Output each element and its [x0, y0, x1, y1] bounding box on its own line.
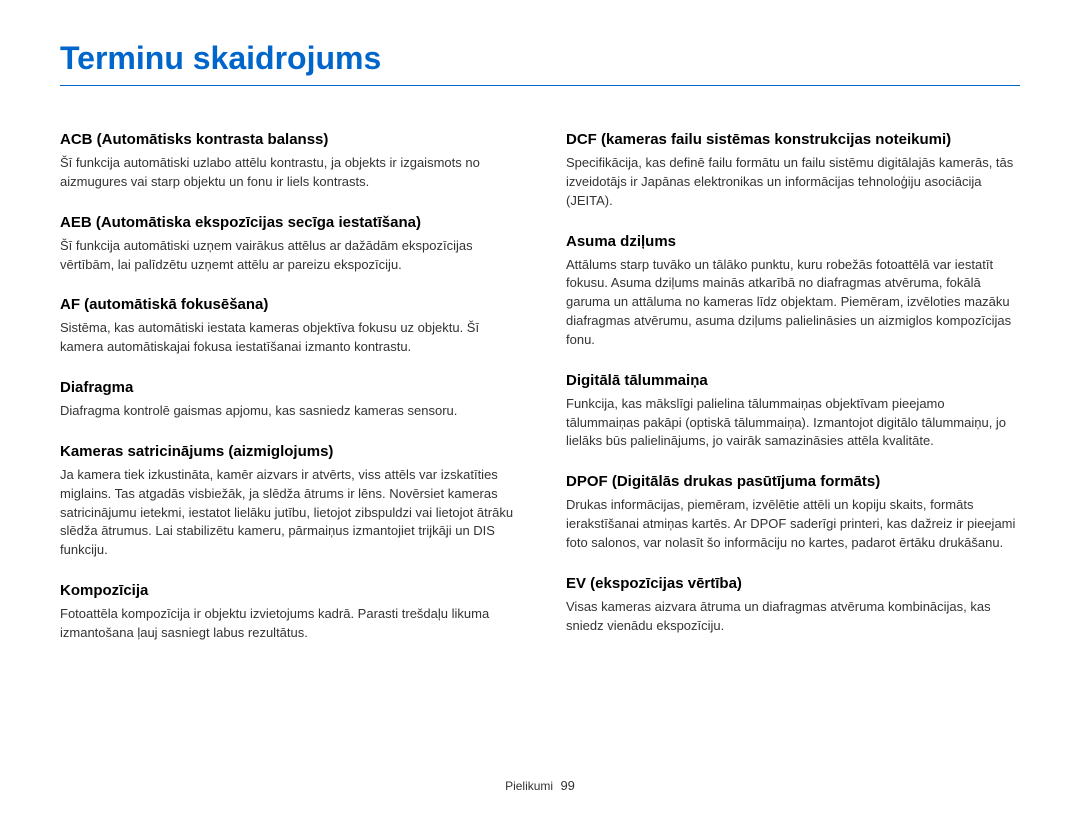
term-body: Visas kameras aizvara ātruma un diafragm…: [566, 598, 1020, 636]
term-heading: ACB (Automātisks kontrasta balanss): [60, 131, 514, 148]
left-column: ACB (Automātisks kontrasta balanss) Šī f…: [60, 131, 514, 665]
term-body: Drukas informācijas, piemēram, izvēlētie…: [566, 496, 1020, 553]
term-heading: Kameras satricinājums (aizmiglojums): [60, 443, 514, 460]
term-block: Kameras satricinājums (aizmiglojums) Ja …: [60, 443, 514, 560]
footer-page-number: 99: [560, 778, 574, 793]
term-block: ACB (Automātisks kontrasta balanss) Šī f…: [60, 131, 514, 192]
term-block: EV (ekspozīcijas vērtība) Visas kameras …: [566, 575, 1020, 636]
term-body: Fotoattēla kompozīcija ir objektu izviet…: [60, 605, 514, 643]
term-body: Diafragma kontrolē gaismas apjomu, kas s…: [60, 402, 514, 421]
term-heading: EV (ekspozīcijas vērtība): [566, 575, 1020, 592]
term-block: Asuma dziļums Attālums starp tuvāko un t…: [566, 233, 1020, 350]
term-body: Šī funkcija automātiski uzņem vairākus a…: [60, 237, 514, 275]
term-heading: Kompozīcija: [60, 582, 514, 599]
term-heading: DPOF (Digitālās drukas pasūtījuma formāt…: [566, 473, 1020, 490]
term-block: DCF (kameras failu sistēmas konstrukcija…: [566, 131, 1020, 211]
term-heading: Digitālā tālummaiņa: [566, 372, 1020, 389]
term-block: Digitālā tālummaiņa Funkcija, kas mākslī…: [566, 372, 1020, 452]
term-body: Ja kamera tiek izkustināta, kamēr aizvar…: [60, 466, 514, 560]
term-body: Funkcija, kas mākslīgi palielina tālumma…: [566, 395, 1020, 452]
term-heading: DCF (kameras failu sistēmas konstrukcija…: [566, 131, 1020, 148]
term-heading: Diafragma: [60, 379, 514, 396]
term-heading: AEB (Automātiska ekspozīcijas secīga ies…: [60, 214, 514, 231]
term-block: AEB (Automātiska ekspozīcijas secīga ies…: [60, 214, 514, 275]
right-column: DCF (kameras failu sistēmas konstrukcija…: [566, 131, 1020, 665]
term-block: AF (automātiskā fokusēšana) Sistēma, kas…: [60, 296, 514, 357]
term-body: Specifikācija, kas definē failu formātu …: [566, 154, 1020, 211]
page-title: Terminu skaidrojums: [60, 40, 1020, 77]
term-heading: Asuma dziļums: [566, 233, 1020, 250]
term-body: Attālums starp tuvāko un tālāko punktu, …: [566, 256, 1020, 350]
footer-section: Pielikumi: [505, 779, 553, 793]
term-body: Šī funkcija automātiski uzlabo attēlu ko…: [60, 154, 514, 192]
title-underline: [60, 85, 1020, 86]
term-block: DPOF (Digitālās drukas pasūtījuma formāt…: [566, 473, 1020, 553]
term-block: Diafragma Diafragma kontrolē gaismas apj…: [60, 379, 514, 421]
page-footer: Pielikumi 99: [0, 778, 1080, 793]
term-block: Kompozīcija Fotoattēla kompozīcija ir ob…: [60, 582, 514, 643]
term-body: Sistēma, kas automātiski iestata kameras…: [60, 319, 514, 357]
content-columns: ACB (Automātisks kontrasta balanss) Šī f…: [60, 131, 1020, 665]
term-heading: AF (automātiskā fokusēšana): [60, 296, 514, 313]
